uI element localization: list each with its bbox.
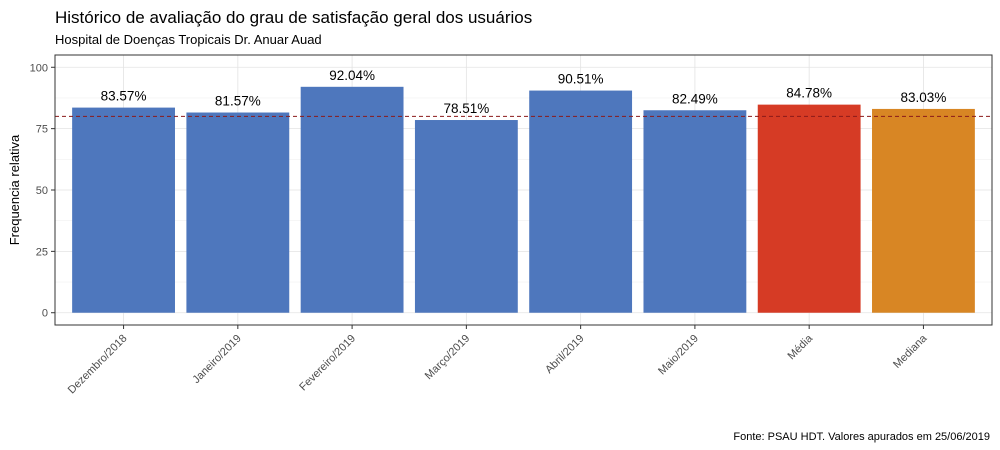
- bar: [529, 90, 633, 313]
- data-label: 83.03%: [901, 90, 947, 105]
- y-axis: 0 25 50 75 100: [30, 62, 55, 320]
- data-label: 83.57%: [101, 89, 147, 104]
- x-axis: Dezembro/2018 Janeiro/2019 Fevereiro/2019 M…: [66, 325, 930, 396]
- bar: [872, 108, 975, 313]
- x-tick-label: Mediana: [891, 332, 930, 371]
- x-tick-label: Maio/2019: [656, 333, 701, 378]
- chart-title: Histórico de avaliação do grau de satisf…: [55, 8, 532, 27]
- bar: [643, 110, 747, 313]
- chart-subtitle: Hospital de Doenças Tropicais Dr. Anuar …: [55, 32, 322, 47]
- x-tick-label: Janeiro/2019: [190, 333, 243, 386]
- bars: [72, 86, 975, 313]
- data-label: 82.49%: [672, 91, 718, 106]
- x-tick-label: Fevereiro/2019: [297, 333, 358, 394]
- data-labels: 83.57% 81.57% 92.04% 78.51% 90.51% 82.49% 84.7…: [101, 68, 947, 116]
- bar: [186, 112, 290, 313]
- data-label: 81.57%: [215, 94, 261, 109]
- data-label: 84.78%: [786, 86, 832, 101]
- data-label: 78.51%: [443, 101, 489, 116]
- y-tick-label: 25: [36, 246, 48, 258]
- chart-caption: Fonte: PSAU HDT. Valores apurados em 25/…: [733, 431, 990, 443]
- bar: [757, 104, 861, 313]
- y-tick-label: 50: [36, 185, 48, 197]
- data-label: 90.51%: [558, 72, 604, 87]
- x-tick-label: Dezembro/2018: [66, 333, 130, 397]
- bar: [72, 107, 175, 313]
- x-tick-label: Março/2019: [423, 333, 473, 383]
- y-tick-label: 0: [42, 308, 48, 320]
- bar: [414, 120, 518, 313]
- y-tick-label: 100: [30, 62, 48, 74]
- x-tick-label: Abril/2019: [543, 333, 587, 377]
- bar: [300, 86, 404, 313]
- y-axis-label: Frequencia relativa: [7, 134, 22, 245]
- data-label: 92.04%: [329, 68, 375, 83]
- y-tick-label: 75: [36, 124, 48, 136]
- x-tick-label: Média: [786, 332, 816, 362]
